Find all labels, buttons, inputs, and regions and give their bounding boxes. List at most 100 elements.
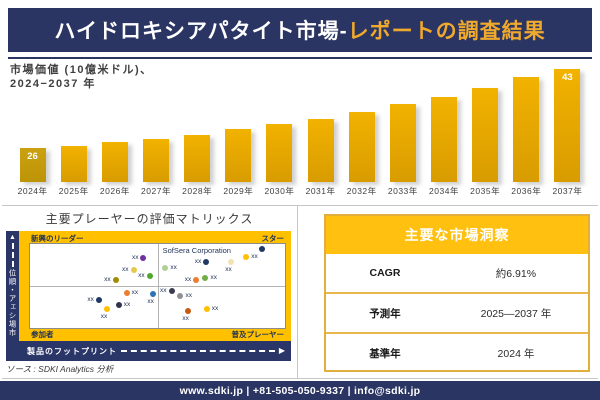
x-axis-label-2030年: 2030年 <box>264 186 295 196</box>
matrix-point-dot <box>146 272 153 279</box>
chart-subtitle-line1: 市場価値 (10億米ドル)、 <box>10 64 153 76</box>
bar-2036年 <box>513 77 540 182</box>
matrix-point-dot <box>202 275 209 282</box>
bar-chart-x-axis-labels: 2024年 2025年 2026年 2027年 2028年 2029年 2030年 2031年… <box>12 185 588 197</box>
matrix-point-label: xx <box>185 292 192 300</box>
evaluation-matrix: ▲ 位順・アェシ場市 新興のリーダー スター 参加者 普及プレーヤー SofSe… <box>6 231 291 361</box>
insights-label-base-year: 基準年 <box>369 347 401 360</box>
matrix-point-label: xx <box>122 266 129 274</box>
bar-slot-2028年 <box>177 69 218 182</box>
matrix-point-dot <box>259 246 266 253</box>
matrix-point-dot <box>185 308 192 315</box>
matrix-point-dot <box>168 288 175 295</box>
bar-slot-2034年 <box>423 69 464 182</box>
bar-2037年: 43 <box>554 69 581 182</box>
matrix-point-dot <box>103 305 110 312</box>
bar-2029年 <box>225 129 252 182</box>
matrix-point-dot <box>193 277 200 284</box>
bar-chart: 26 43 <box>12 69 588 182</box>
matrix-point-dot <box>112 277 119 284</box>
bar-slot-2027年 <box>135 69 176 182</box>
matrix-point-label: xx <box>138 271 145 279</box>
matrix-y-axis-label: 位順・アェシ場市 <box>8 269 17 337</box>
insights-row-base-year: 基準年 2024 年 <box>326 332 588 372</box>
bar-2031年 <box>307 119 334 182</box>
matrix-point-label: xx <box>131 288 139 296</box>
bar-2030年 <box>266 124 293 182</box>
bar-slot-2033年 <box>382 69 423 182</box>
bar-slot-2025年 <box>53 69 94 182</box>
page-title-main: ハイドロキシアパタイト市場- <box>54 20 348 43</box>
bar-slot-2029年 <box>218 69 259 182</box>
x-axis-label-2027年: 2027年 <box>141 186 171 196</box>
x-axis-dashed-line <box>121 350 275 352</box>
matrix-point-dot <box>130 267 137 274</box>
bar-2027年 <box>142 139 169 182</box>
x-axis-label-2036年: 2036年 <box>511 186 542 196</box>
bar-2032年 <box>348 112 375 182</box>
matrix-point-dot <box>95 297 102 304</box>
x-axis-label-2024年: 2024年 <box>17 186 48 196</box>
matrix-body: 新興のリーダー スター 参加者 普及プレーヤー SofSera Corporat… <box>19 231 291 361</box>
matrix-point-label: xx <box>182 315 189 323</box>
header-divider-line <box>8 57 592 59</box>
matrix-point-label: xx <box>251 253 258 261</box>
insights-value-base-year: 2024 年 <box>497 347 535 360</box>
bar-value-label-2024年: 26 <box>27 151 38 162</box>
matrix-x-axis-label: 製品のフットプリント <box>27 346 117 356</box>
matrix-point-dot <box>203 305 210 312</box>
x-axis-label-2032年: 2032年 <box>346 186 377 196</box>
matrix-point-label: xx <box>210 274 217 282</box>
source-note: ソース : SDKI Analytics 分析 <box>6 364 114 374</box>
x-axis-label-2025年: 2025年 <box>58 186 89 196</box>
matrix-point-dot <box>203 258 210 265</box>
bar-slot-2026年 <box>94 69 135 182</box>
bar-slot-2036年 <box>506 69 547 182</box>
matrix-point-label: xx <box>225 266 232 274</box>
bar-2024年: 26 <box>19 148 46 182</box>
bar-value-label-2037年: 43 <box>562 72 573 83</box>
footer-bar: www.sdki.jp | +81-505-050-9337 | info@sd… <box>0 381 600 400</box>
bar-2026年 <box>101 142 128 182</box>
insights-value-forecast-years: 2025—2037 年 <box>480 307 552 320</box>
matrix-point-label: xx <box>131 254 139 262</box>
bar-2035年 <box>472 88 499 182</box>
matrix-frame: 新興のリーダー スター 参加者 普及プレーヤー SofSera Corporat… <box>19 231 291 341</box>
insights-row-cagr: CAGR 約6.91% <box>326 254 588 292</box>
insights-label-cagr: CAGR <box>369 267 401 279</box>
matrix-point-label: xx <box>87 296 94 304</box>
page-title-accent: レポートの調査結果 <box>347 20 546 43</box>
matrix-point-dot <box>150 291 157 298</box>
key-insights-panel: 主要な市場洞察 CAGR 約6.91% 予測年 2025—2037 年 基準年 … <box>324 214 590 372</box>
matrix-point-label: xx <box>170 263 177 271</box>
panel-divider <box>297 206 298 378</box>
matrix-point-dot <box>123 289 130 296</box>
x-axis-label-2031年: 2031年 <box>305 186 336 196</box>
chart-subtitle: 市場価値 (10億米ドル)、 2024−2037 年 <box>10 63 153 91</box>
matrix-point-dot <box>115 302 122 309</box>
insights-row-forecast-years: 予測年 2025—2037 年 <box>326 292 588 332</box>
quadrant-label-pervasive-players: 普及プレーヤー <box>231 330 285 339</box>
x-axis-label-2033年: 2033年 <box>387 186 418 196</box>
x-axis-label-2035年: 2035年 <box>470 186 501 196</box>
arrow-right-icon: ▶ <box>278 346 285 355</box>
x-axis-label-2037年: 2037年 <box>552 186 583 196</box>
matrix-point-label: xx <box>147 298 154 306</box>
x-axis-label-2026年: 2026年 <box>99 186 130 196</box>
x-axis-label-2029年: 2029年 <box>223 186 254 196</box>
bar-2033年 <box>389 104 416 182</box>
quadrant-label-participants: 参加者 <box>31 330 54 339</box>
insights-label-forecast-years: 予測年 <box>369 307 401 320</box>
bar-slot-2035年 <box>465 69 506 182</box>
x-axis-label-2028年: 2028年 <box>182 186 213 196</box>
matrix-point-dot <box>162 264 169 271</box>
arrow-up-icon: ▲ <box>9 234 16 241</box>
matrix-point-label: xx <box>194 257 202 265</box>
quadrant-label-emerging-leaders: 新興のリーダー <box>31 234 84 243</box>
matrix-point-label: xx <box>104 276 111 284</box>
matrix-point-dot <box>243 254 250 261</box>
matrix-title: 主要プレーヤーの評価マトリックス <box>45 212 254 226</box>
quadrant-label-star: スター <box>261 234 285 243</box>
matrix-point-label: xx <box>123 301 131 309</box>
